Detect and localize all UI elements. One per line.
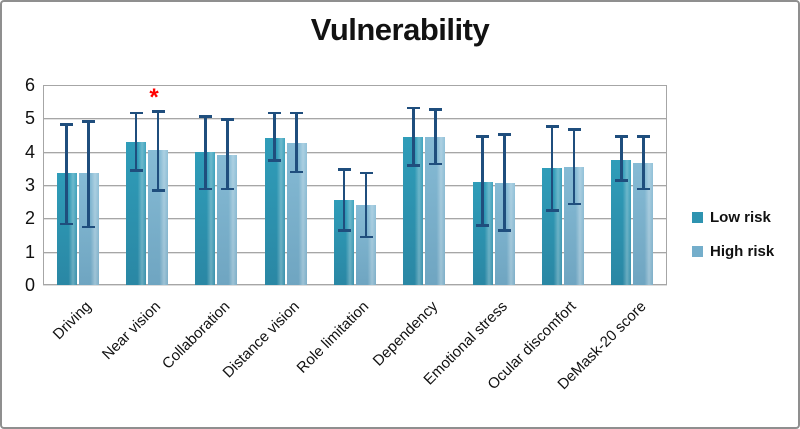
- x-axis-category-label: Driving: [49, 298, 95, 344]
- bar-low-risk: [195, 151, 216, 285]
- bar-high-risk: [356, 205, 376, 285]
- error-bar: [642, 135, 645, 190]
- y-axis-tick-label: 1: [24, 241, 35, 262]
- chart-title: Vulnerability: [310, 12, 490, 47]
- error-bar-cap: [614, 179, 628, 182]
- legend-item-high-risk: High risk: [692, 243, 774, 260]
- error-bar-cap: [545, 209, 559, 212]
- gridline: [44, 251, 666, 253]
- bar-high-risk: [494, 183, 515, 285]
- gridline: [44, 185, 666, 186]
- error-bar-cap: [498, 229, 512, 232]
- error-bar-cap: [359, 171, 373, 175]
- error-bar-cap: [359, 235, 373, 239]
- error-bar: [87, 120, 90, 229]
- legend: Low risk High risk: [692, 209, 774, 277]
- legend-item-low-risk: Low risk: [692, 209, 774, 226]
- error-bar: [204, 115, 207, 190]
- error-bar-cap: [151, 110, 165, 113]
- error-bar: [503, 133, 506, 232]
- legend-label-high-risk: High risk: [710, 243, 775, 260]
- error-bar-cap: [82, 120, 96, 123]
- bar-high-risk: [425, 136, 446, 285]
- error-bar-cap: [614, 135, 628, 138]
- error-bar-cap: [476, 135, 490, 138]
- error-bar-cap: [567, 202, 581, 205]
- error-bar-cap: [406, 106, 420, 110]
- error-bar: [342, 168, 346, 232]
- error-bar-cap: [428, 108, 442, 111]
- bar-low-risk: [611, 160, 632, 285]
- bar-low-risk: [542, 168, 562, 285]
- bar-low-risk: [334, 200, 354, 285]
- error-bar-cap: [545, 125, 559, 128]
- bar-low-risk: [264, 138, 285, 285]
- bar-low-risk: [126, 141, 146, 285]
- y-axis-tick-label: 6: [24, 75, 35, 95]
- legend-label-low-risk: Low risk: [710, 209, 771, 226]
- error-bar-cap: [60, 222, 74, 225]
- gridline: [44, 118, 666, 120]
- x-axis-category-label: Role limitation: [293, 298, 373, 377]
- error-bar-cap: [220, 187, 234, 190]
- error-bar-cap: [290, 111, 304, 115]
- error-bar-cap: [151, 189, 165, 192]
- bar-low-risk: [403, 136, 424, 285]
- error-bar: [620, 135, 623, 182]
- error-bar-cap: [198, 115, 212, 118]
- error-bar-cap: [129, 111, 143, 115]
- gridline: [44, 218, 666, 220]
- legend-swatch-high-risk: [692, 246, 703, 257]
- legend-swatch-low-risk: [692, 212, 703, 223]
- significance-asterisk: *: [149, 84, 159, 111]
- error-bar: [226, 118, 229, 190]
- error-bar-cap: [406, 164, 420, 167]
- error-bar: [295, 111, 298, 174]
- error-bar-cap: [82, 225, 96, 229]
- error-bar-cap: [636, 135, 650, 138]
- error-bar: [273, 111, 276, 162]
- bar-high-risk: [286, 143, 307, 285]
- error-bar-cap: [567, 128, 581, 131]
- gridline: [44, 151, 666, 153]
- error-bar-cap: [337, 168, 351, 171]
- error-bar-cap: [337, 229, 351, 232]
- y-axis-tick-label: 2: [24, 208, 35, 229]
- bar-high-risk: [78, 173, 99, 285]
- x-axis-category-label: Collaboration: [158, 298, 234, 373]
- error-bar: [434, 108, 437, 165]
- error-bar: [572, 128, 576, 205]
- error-bar-cap: [129, 169, 143, 172]
- error-bar-cap: [60, 123, 74, 126]
- error-bar-cap: [268, 159, 282, 162]
- error-bar-cap: [290, 170, 304, 174]
- bar-high-risk: [148, 150, 168, 285]
- y-axis-tick-label: 4: [24, 141, 35, 162]
- error-bar: [65, 123, 68, 225]
- error-bar: [481, 135, 484, 227]
- error-bar: [550, 125, 554, 212]
- x-axis-category-label: Near vision: [98, 298, 165, 364]
- error-bar: [134, 111, 138, 172]
- error-bar-cap: [476, 224, 490, 227]
- error-bar: [156, 110, 160, 192]
- error-bar-cap: [268, 111, 282, 115]
- x-axis-category-label: Dependency: [369, 298, 442, 370]
- bar-high-risk: [564, 166, 584, 285]
- error-bar-cap: [498, 133, 512, 136]
- bar-low-risk: [56, 173, 77, 285]
- y-axis-tick-label: 0: [24, 275, 35, 295]
- error-bar-cap: [636, 187, 650, 190]
- bar-high-risk: [633, 163, 654, 285]
- error-bar-cap: [220, 118, 234, 121]
- y-axis-tick-label: 5: [24, 108, 35, 129]
- bar-low-risk: [472, 181, 493, 285]
- y-axis-tick-label: 3: [24, 175, 35, 195]
- error-bar: [412, 106, 415, 167]
- error-bar-cap: [428, 162, 442, 165]
- error-bar: [364, 171, 368, 239]
- error-bar-cap: [198, 187, 212, 190]
- plot-area: [43, 85, 667, 285]
